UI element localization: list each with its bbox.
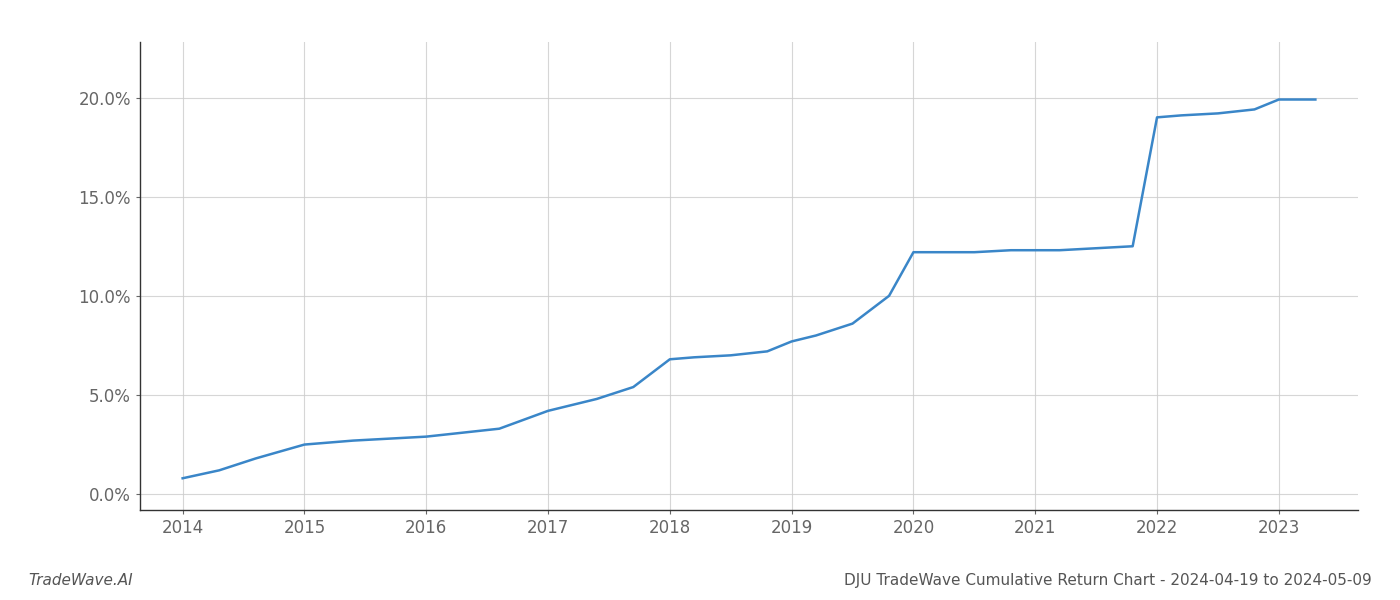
Text: DJU TradeWave Cumulative Return Chart - 2024-04-19 to 2024-05-09: DJU TradeWave Cumulative Return Chart - … (844, 573, 1372, 588)
Text: TradeWave.AI: TradeWave.AI (28, 573, 133, 588)
